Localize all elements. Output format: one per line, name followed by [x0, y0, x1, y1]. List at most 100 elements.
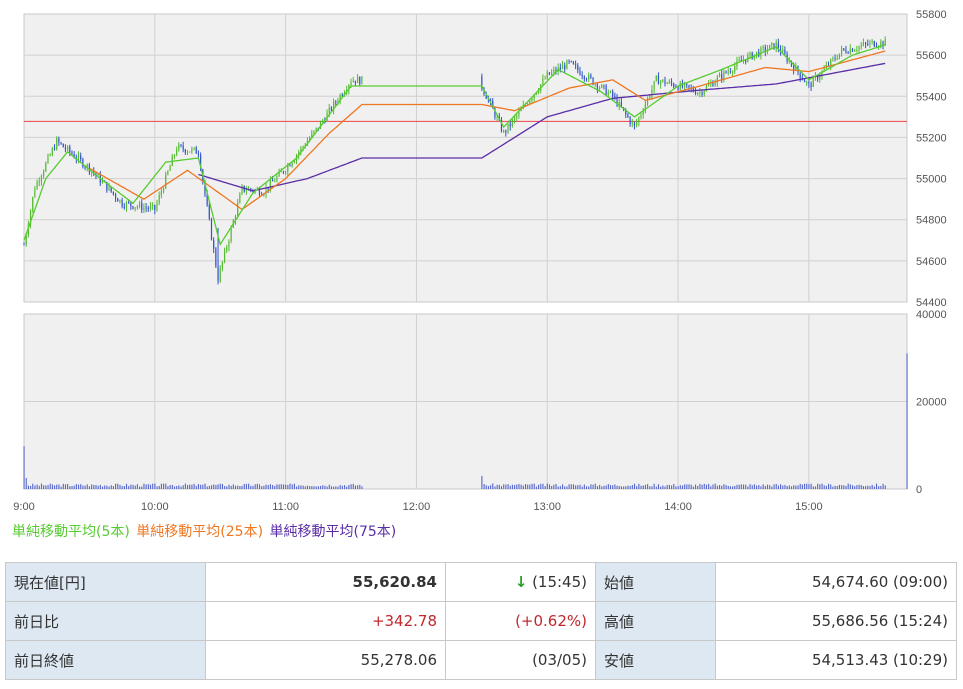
volume-bar — [306, 485, 309, 489]
candle-body — [616, 97, 618, 106]
volume-bar — [592, 484, 594, 489]
candle-body — [193, 147, 195, 149]
candle-body — [219, 268, 221, 282]
candle-body — [777, 42, 779, 49]
volume-bar — [747, 486, 749, 489]
volume-bar — [640, 485, 642, 489]
volume-bar — [34, 485, 36, 489]
volume-bar — [106, 485, 108, 489]
volume-bar — [45, 485, 47, 489]
volume-bar — [101, 486, 104, 489]
candle-body — [603, 84, 605, 86]
open-label: 始値 — [595, 562, 716, 602]
candle-body — [154, 204, 156, 210]
candle-body — [503, 130, 505, 132]
candle-body — [313, 130, 315, 134]
volume-bar — [289, 483, 291, 489]
volume-bar — [302, 485, 304, 489]
candle-body — [847, 52, 849, 54]
volume-bar — [830, 484, 832, 489]
candle-body — [692, 88, 694, 92]
candle-body — [67, 146, 69, 150]
volume-bar — [673, 483, 675, 489]
volume-bar — [867, 485, 869, 489]
candle-body — [354, 80, 356, 84]
candle-body — [705, 85, 708, 91]
volume-bar — [224, 486, 226, 489]
volume-bar — [745, 484, 747, 489]
candle-body — [239, 194, 241, 204]
volume-bar — [690, 484, 692, 489]
volume-bar — [834, 485, 836, 489]
candle-body — [32, 197, 34, 211]
volume-bar — [69, 486, 71, 489]
volume-bar — [599, 484, 601, 489]
volume-bar — [538, 484, 540, 489]
candle-body — [119, 199, 121, 202]
volume-bar — [546, 483, 548, 489]
volume-bar — [180, 486, 182, 489]
candle-body — [34, 188, 36, 198]
volume-bar — [865, 486, 867, 489]
volume-bar — [241, 485, 243, 489]
candle-body — [832, 58, 834, 60]
volume-bar — [78, 484, 80, 489]
volume-bar — [869, 486, 871, 489]
volume-bar — [217, 484, 219, 489]
candle-body — [210, 218, 213, 240]
candle-body — [49, 154, 51, 156]
legend: 単純移動平均(5本) 単純移動平均(25本) 単純移動平均(75本) — [12, 521, 398, 541]
price-y-tick-label: 55200 — [916, 132, 947, 144]
candle-body — [808, 81, 810, 84]
candle-body — [282, 171, 285, 173]
volume-bar — [43, 485, 45, 489]
candle-body — [117, 198, 119, 202]
volume-bar — [234, 485, 237, 489]
volume-bar — [252, 485, 254, 489]
volume-bar — [276, 484, 278, 489]
candle-body — [29, 210, 32, 225]
candle-body — [657, 75, 660, 85]
candle-body — [773, 43, 775, 50]
candle-body — [819, 76, 821, 80]
volume-bar — [313, 486, 315, 489]
volume-bar — [708, 483, 710, 489]
candle-body — [348, 85, 350, 91]
volume-bar — [710, 486, 712, 489]
candle-body — [867, 43, 869, 45]
candle-body — [568, 60, 570, 62]
candle-body — [670, 81, 673, 84]
volume-bar — [531, 483, 533, 489]
volume-bar — [684, 484, 686, 489]
candle-body — [496, 116, 498, 118]
candle-body — [356, 77, 359, 84]
volume-bar — [671, 485, 673, 489]
volume-bar — [873, 486, 875, 489]
volume-bar — [254, 484, 256, 489]
volume-bar — [703, 483, 705, 489]
volume-bar — [856, 485, 858, 489]
volume-bar — [108, 486, 110, 489]
candle-body — [84, 166, 86, 168]
volume-bar — [354, 485, 356, 489]
candle-body — [128, 202, 130, 204]
candle-body — [860, 45, 862, 47]
volume-bar — [603, 485, 605, 489]
volume-bar — [729, 486, 731, 489]
candle-body — [361, 76, 363, 85]
volume-bar — [616, 485, 618, 489]
candle-body — [740, 60, 742, 62]
candle-body — [575, 64, 577, 66]
candle-body — [156, 202, 158, 210]
volume-bar — [82, 485, 84, 489]
volume-bar — [320, 485, 322, 489]
volume-bar — [862, 486, 864, 489]
candle-body — [276, 176, 278, 182]
volume-bar — [232, 484, 234, 489]
volume-y-tick-label: 0 — [916, 484, 922, 496]
candle-body — [812, 77, 814, 87]
candle-body — [673, 83, 675, 87]
volume-bar — [237, 485, 239, 489]
volume-bar — [40, 483, 43, 489]
volume-bar — [285, 484, 287, 489]
